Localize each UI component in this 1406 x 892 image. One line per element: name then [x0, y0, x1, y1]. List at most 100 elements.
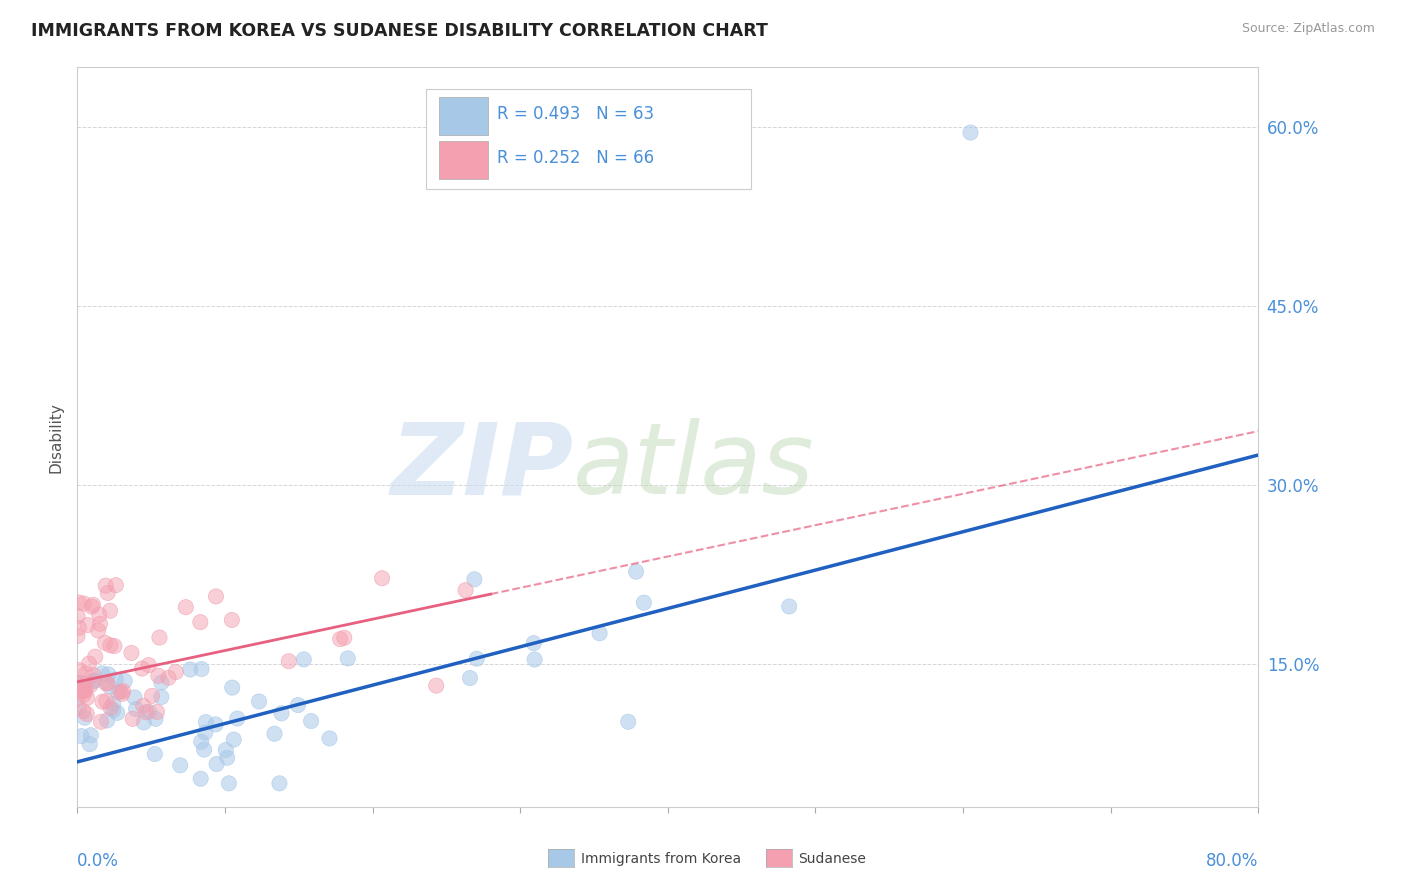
- Text: Immigrants from Korea: Immigrants from Korea: [581, 852, 741, 866]
- Point: [218, 776, 240, 790]
- Point: [458, 671, 481, 685]
- Point: [97, 667, 120, 681]
- Point: [217, 751, 239, 765]
- Point: [87, 624, 110, 638]
- Point: [80, 599, 103, 614]
- Point: [277, 654, 299, 668]
- Point: [336, 651, 359, 665]
- Point: [96, 676, 118, 690]
- Point: [299, 714, 322, 728]
- Point: [179, 663, 201, 677]
- Point: [76, 706, 98, 721]
- Point: [120, 646, 142, 660]
- Point: [778, 599, 800, 614]
- Point: [96, 714, 118, 728]
- Point: [190, 735, 212, 749]
- Point: [96, 676, 118, 690]
- Point: [617, 714, 640, 729]
- Point: [70, 684, 93, 698]
- Point: [66, 692, 89, 706]
- Point: [79, 737, 101, 751]
- Point: [221, 681, 243, 695]
- Text: atlas: atlas: [574, 418, 815, 516]
- Point: [67, 677, 90, 691]
- Point: [72, 684, 94, 698]
- Point: [221, 613, 243, 627]
- Point: [104, 578, 127, 592]
- Point: [523, 636, 546, 650]
- Point: [75, 683, 97, 698]
- Point: [125, 702, 148, 716]
- Point: [121, 712, 143, 726]
- Point: [70, 729, 93, 743]
- Point: [66, 629, 89, 643]
- Point: [194, 715, 217, 730]
- Point: [221, 681, 243, 695]
- Point: [84, 649, 107, 664]
- Point: [132, 698, 155, 713]
- Point: [89, 616, 111, 631]
- Point: [222, 732, 245, 747]
- Point: [190, 772, 212, 786]
- Point: [105, 706, 128, 720]
- Point: [287, 698, 309, 712]
- Point: [94, 636, 117, 650]
- Point: [188, 615, 211, 629]
- Point: [96, 694, 118, 708]
- Point: [100, 638, 122, 652]
- Point: [89, 607, 111, 622]
- Point: [318, 731, 340, 746]
- Point: [70, 684, 93, 698]
- Point: [131, 661, 153, 675]
- Point: [105, 706, 128, 720]
- Point: [336, 651, 359, 665]
- Point: [138, 658, 160, 673]
- Point: [100, 638, 122, 652]
- Point: [371, 571, 394, 585]
- Point: [66, 629, 89, 643]
- Point: [135, 705, 157, 719]
- Text: 80.0%: 80.0%: [1206, 852, 1258, 870]
- Point: [80, 678, 103, 692]
- Point: [270, 706, 292, 721]
- Point: [174, 600, 197, 615]
- Point: [73, 688, 96, 702]
- Point: [287, 698, 309, 712]
- Text: IMMIGRANTS FROM KOREA VS SUDANESE DISABILITY CORRELATION CHART: IMMIGRANTS FROM KOREA VS SUDANESE DISABI…: [31, 22, 768, 40]
- Point: [82, 673, 104, 688]
- Point: [94, 636, 117, 650]
- Point: [292, 652, 315, 666]
- Point: [454, 583, 477, 598]
- Point: [205, 590, 228, 604]
- Point: [75, 666, 97, 681]
- Point: [120, 646, 142, 660]
- Point: [588, 626, 610, 640]
- Point: [150, 675, 173, 690]
- Point: [247, 694, 270, 708]
- Point: [124, 690, 146, 705]
- FancyBboxPatch shape: [439, 96, 488, 135]
- Point: [425, 679, 447, 693]
- Point: [83, 668, 105, 682]
- Point: [145, 712, 167, 726]
- Point: [454, 583, 477, 598]
- Point: [270, 706, 292, 721]
- Point: [75, 676, 97, 690]
- Point: [318, 731, 340, 746]
- FancyBboxPatch shape: [439, 141, 488, 179]
- Point: [188, 615, 211, 629]
- Point: [190, 662, 212, 676]
- Point: [84, 649, 107, 664]
- Point: [77, 657, 100, 671]
- Point: [67, 677, 90, 691]
- Point: [523, 652, 546, 666]
- Point: [125, 702, 148, 716]
- Point: [67, 595, 90, 609]
- Point: [83, 673, 105, 688]
- Point: [204, 717, 226, 731]
- Point: [70, 675, 93, 690]
- Point: [96, 714, 118, 728]
- Point: [80, 728, 103, 742]
- Point: [150, 690, 173, 704]
- Point: [110, 684, 132, 698]
